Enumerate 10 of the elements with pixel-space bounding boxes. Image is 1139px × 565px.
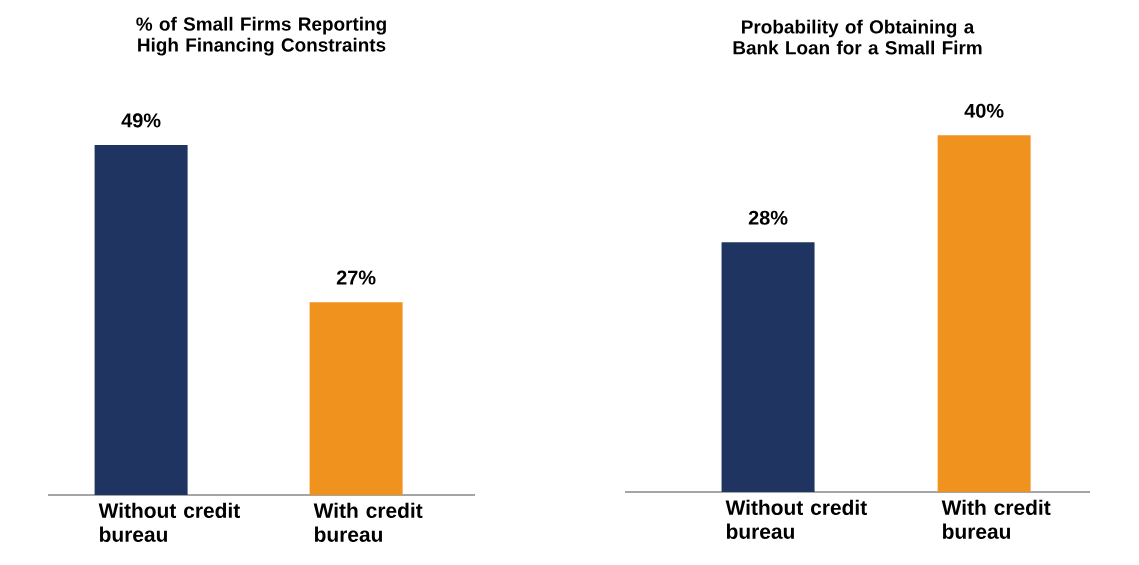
data-label: 40% xyxy=(964,103,1004,118)
x-tick-label: Without credit bureau xyxy=(725,499,867,539)
data-label: 28% xyxy=(748,210,788,225)
x-tick-label: Without credit bureau xyxy=(98,502,240,542)
x-tick-label: With credit bureau xyxy=(313,502,423,542)
data-label: 49% xyxy=(121,113,161,128)
chart-title: % of Small Firms Reporting High Financing Constraints xyxy=(136,16,386,56)
data-label: 27% xyxy=(336,270,376,285)
chart-title: Probability of Obtaining a Bank Loan for a Small Firm xyxy=(733,19,982,55)
x-tick-label: With credit bureau xyxy=(941,499,1051,539)
